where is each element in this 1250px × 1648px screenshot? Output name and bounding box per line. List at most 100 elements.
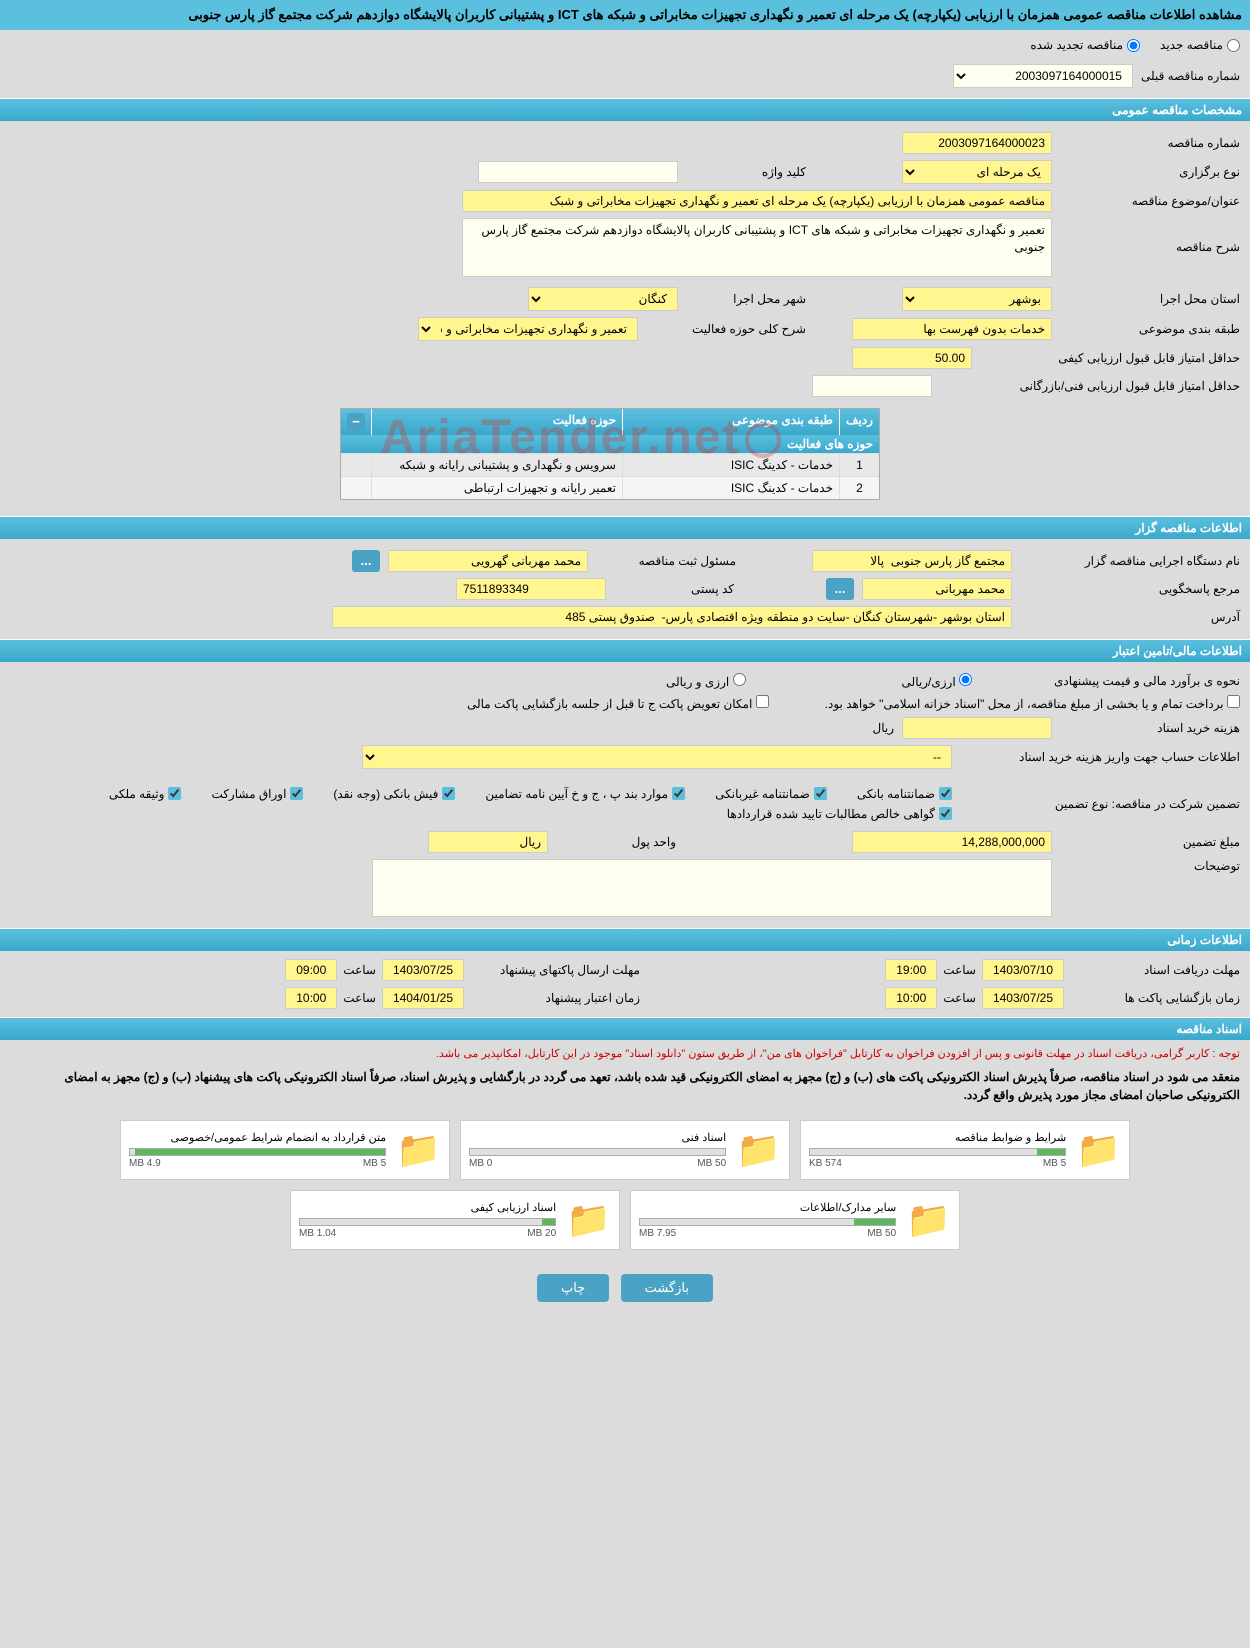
contact-lookup-btn[interactable]: ... <box>826 578 854 600</box>
validity-time: 10:00 <box>285 987 337 1009</box>
section-financial: اطلاعات مالی/تامین اعتبار <box>0 639 1250 662</box>
section-timing: اطلاعات زمانی <box>0 928 1250 951</box>
doc-cost-label: هزینه خرید اسناد <box>1060 721 1240 735</box>
city-select[interactable]: کنگان <box>528 287 678 311</box>
section-general: مشخصات مناقصه عمومی <box>0 98 1250 121</box>
send-label: مهلت ارسال پاکتهای پیشنهاد <box>470 963 640 977</box>
folder-icon: 📁 <box>396 1129 441 1171</box>
notes-label: توضیحات <box>1060 859 1240 873</box>
col-row: ردیف <box>839 409 879 435</box>
section-docs: اسناد مناقصه <box>0 1017 1250 1040</box>
number-input[interactable] <box>902 132 1052 154</box>
back-button[interactable]: بازگشت <box>621 1274 713 1302</box>
rial-unit: ریال <box>872 721 894 735</box>
responsible-input[interactable] <box>388 550 588 572</box>
city-label: شهر محل اجرا <box>686 292 806 306</box>
tender-type-radios: مناقصه جدید مناقصه تجدید شده <box>0 30 1250 60</box>
province-label: استان محل اجرا <box>1060 292 1240 306</box>
hour-label: ساعت <box>343 963 376 977</box>
send-time: 09:00 <box>285 959 337 981</box>
hour-label: ساعت <box>943 991 976 1005</box>
account-select[interactable]: -- <box>362 745 952 769</box>
trade-score-label: حداقل امتیاز قابل قبول ارزیابی فنی/بازرگ… <box>940 379 1240 393</box>
docs-red-note: توجه : کاربر گرامی، دریافت اسناد در مهلت… <box>0 1040 1250 1069</box>
chk-g2[interactable]: ضمانتنامه غیربانکی <box>715 787 827 801</box>
table-collapse-btn[interactable]: − <box>347 413 365 431</box>
validity-label: زمان اعتبار پیشنهاد <box>470 991 640 1005</box>
address-label: آدرس <box>1020 610 1240 624</box>
province-select[interactable]: بوشهر <box>902 287 1052 311</box>
open-label: زمان بازگشایی پاکت ها <box>1070 991 1240 1005</box>
contact-input[interactable] <box>862 578 1012 600</box>
amount-label: مبلغ تضمین <box>1060 835 1240 849</box>
file-box[interactable]: 📁 متن قرارداد به انضمام شرایط عمومی/خصوص… <box>120 1120 450 1180</box>
folder-icon: 📁 <box>1076 1129 1121 1171</box>
title-input[interactable] <box>462 190 1052 212</box>
type-label: نوع برگزاری <box>1060 165 1240 179</box>
guarantee-label: تضمین شرکت در مناقصه: نوع تضمین <box>960 797 1240 811</box>
chk-g6[interactable]: وثیقه ملکی <box>109 787 182 801</box>
org-input[interactable] <box>812 550 1012 572</box>
desc-label: شرح مناقصه <box>1060 240 1240 254</box>
docs-bold-note: منعقد می شود در اسناد مناقصه، صرفاً پذیر… <box>0 1068 1250 1110</box>
folder-icon: 📁 <box>906 1199 951 1241</box>
col-cat: طبقه بندی موضوعی <box>622 409 839 435</box>
method-label: نحوه ی برآورد مالی و قیمت پیشنهادی <box>980 674 1240 688</box>
desc-textarea[interactable]: تعمیر و نگهداری تجهیزات مخابراتی و شبکه … <box>462 218 1052 276</box>
receive-label: مهلت دریافت اسناد <box>1070 963 1240 977</box>
hour-label: ساعت <box>343 991 376 1005</box>
section-tenderer: اطلاعات مناقصه گزار <box>0 516 1250 539</box>
keyword-label: کلید واژه <box>686 165 806 179</box>
send-date: 1403/07/25 <box>382 959 464 981</box>
prev-number-select[interactable]: 2003097164000015 <box>953 64 1133 88</box>
radio-rial[interactable]: ارزی/ریالی <box>902 673 972 689</box>
responsible-label: مسئول ثبت مناقصه <box>596 554 736 568</box>
table-title: حوزه های فعالیت <box>341 435 879 453</box>
files-area: 📁 شرایط و ضوابط مناقصه 5 MB574 KB 📁 اسنا… <box>0 1110 1250 1260</box>
amount-input[interactable] <box>852 831 1052 853</box>
page-title: مشاهده اطلاعات مناقصه عمومی همزمان با ار… <box>0 0 1250 30</box>
address-input[interactable] <box>332 606 1012 628</box>
radio-both[interactable]: ارزی و ریالی <box>666 673 746 689</box>
open-date: 1403/07/25 <box>982 987 1064 1009</box>
folder-icon: 📁 <box>566 1199 611 1241</box>
postal-label: کد پستی <box>614 582 734 596</box>
receive-date: 1403/07/10 <box>982 959 1064 981</box>
chk-g4[interactable]: فیش بانکی (وجه نقد) <box>333 787 455 801</box>
keyword-input[interactable] <box>478 161 678 183</box>
quality-score-input[interactable] <box>852 347 972 369</box>
file-box[interactable]: 📁 اسناد فنی 50 MB0 MB <box>460 1120 790 1180</box>
chk-treasury[interactable]: برداخت تمام و یا بخشی از مبلغ مناقصه، از… <box>825 695 1240 711</box>
activity-label: شرح کلی حوزه فعالیت <box>646 322 806 336</box>
hour-label: ساعت <box>943 963 976 977</box>
file-box[interactable]: 📁 اسناد ارزیابی کیفی 20 MB1.04 MB <box>290 1190 620 1250</box>
chk-g5[interactable]: اوراق مشارکت <box>211 787 303 801</box>
postal-input[interactable] <box>456 578 606 600</box>
chk-g3[interactable]: موارد بند پ ، ج و خ آیین نامه تضامین <box>485 787 685 801</box>
responsible-lookup-btn[interactable]: ... <box>352 550 380 572</box>
file-box[interactable]: 📁 شرایط و ضوابط مناقصه 5 MB574 KB <box>800 1120 1130 1180</box>
col-act: حوزه فعالیت <box>371 409 622 435</box>
open-time: 10:00 <box>885 987 937 1009</box>
doc-cost-input[interactable] <box>902 717 1052 739</box>
radio-new[interactable]: مناقصه جدید <box>1160 38 1240 52</box>
type-select[interactable]: یک مرحله ای <box>902 160 1052 184</box>
chk-g7[interactable]: گواهی خالص مطالبات تایید شده قراردادها <box>727 807 952 821</box>
chk-replace[interactable]: امکان تعویض پاکت ج تا قبل از جلسه بازگشا… <box>467 695 769 711</box>
print-button[interactable]: چاپ <box>537 1274 609 1302</box>
category-input[interactable] <box>852 318 1052 340</box>
notes-textarea[interactable] <box>372 859 1052 917</box>
prev-number-label: شماره مناقصه قبلی <box>1141 69 1240 83</box>
contact-label: مرجع پاسخگویی <box>1020 582 1240 596</box>
unit-input[interactable] <box>428 831 548 853</box>
file-box[interactable]: 📁 سایر مدارک/اطلاعات 50 MB7.95 MB <box>630 1190 960 1250</box>
category-label: طبقه بندی موضوعی <box>1060 322 1240 336</box>
trade-score-input[interactable] <box>812 375 932 397</box>
activity-select[interactable]: تعمیر و نگهداری تجهیزات مخابراتی و شبکه … <box>418 317 638 341</box>
radio-renewed[interactable]: مناقصه تجدید شده <box>1030 38 1140 52</box>
validity-date: 1404/01/25 <box>382 987 464 1009</box>
table-row: 2 خدمات - کدینگ ISIC تعمیر رایانه و تجهی… <box>341 476 879 499</box>
table-row: 1 خدمات - کدینگ ISIC سرویس و نگهداری و پ… <box>341 453 879 476</box>
chk-g1[interactable]: ضمانتنامه بانکی <box>857 787 952 801</box>
title-label: عنوان/موضوع مناقصه <box>1060 194 1240 208</box>
